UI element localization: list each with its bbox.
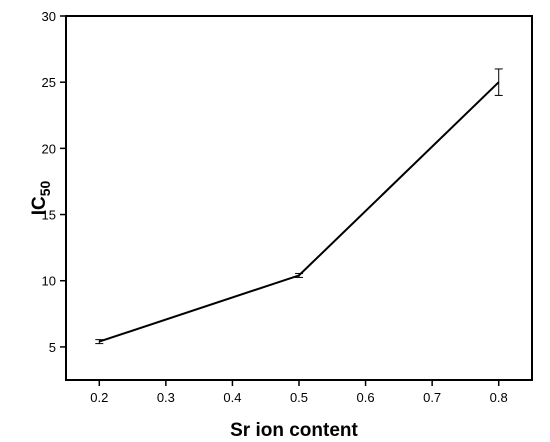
x-tick-label: 0.7 <box>423 390 441 405</box>
data-point-error-bar <box>494 68 503 96</box>
plot-area-border <box>65 15 533 381</box>
data-point-error-bar <box>95 339 104 345</box>
y-axis-ticks: 5 10 15 20 25 30 <box>42 9 66 355</box>
x-tick-label: 0.2 <box>90 390 108 405</box>
y-tick-label: 30 <box>42 9 56 24</box>
y-axis-title-main: IC <box>29 196 50 215</box>
axis-labels: Sr ion content IC50 <box>29 181 359 441</box>
data-point-error-bar <box>295 272 303 278</box>
x-tick-label: 0.4 <box>223 390 241 405</box>
x-tick-label: 0.8 <box>490 390 508 405</box>
series-line <box>98 81 500 343</box>
x-axis-title: Sr ion content <box>230 420 358 441</box>
y-tick-label: 10 <box>42 274 56 289</box>
plot-frame <box>65 15 533 381</box>
y-axis-title: IC50 <box>29 181 53 216</box>
y-tick-label: 5 <box>49 340 56 355</box>
series-layer <box>95 68 503 345</box>
x-tick-label: 0.6 <box>357 390 375 405</box>
x-tick-label: 0.5 <box>290 390 308 405</box>
y-tick-label: 20 <box>42 141 56 156</box>
x-axis-ticks: 0.2 0.3 0.4 0.5 0.6 0.7 0.8 <box>90 380 508 405</box>
y-tick-label: 25 <box>42 75 56 90</box>
x-tick-label: 0.3 <box>157 390 175 405</box>
y-axis-title-subscript: 50 <box>37 181 53 197</box>
y-tick-label: 15 <box>42 208 56 223</box>
